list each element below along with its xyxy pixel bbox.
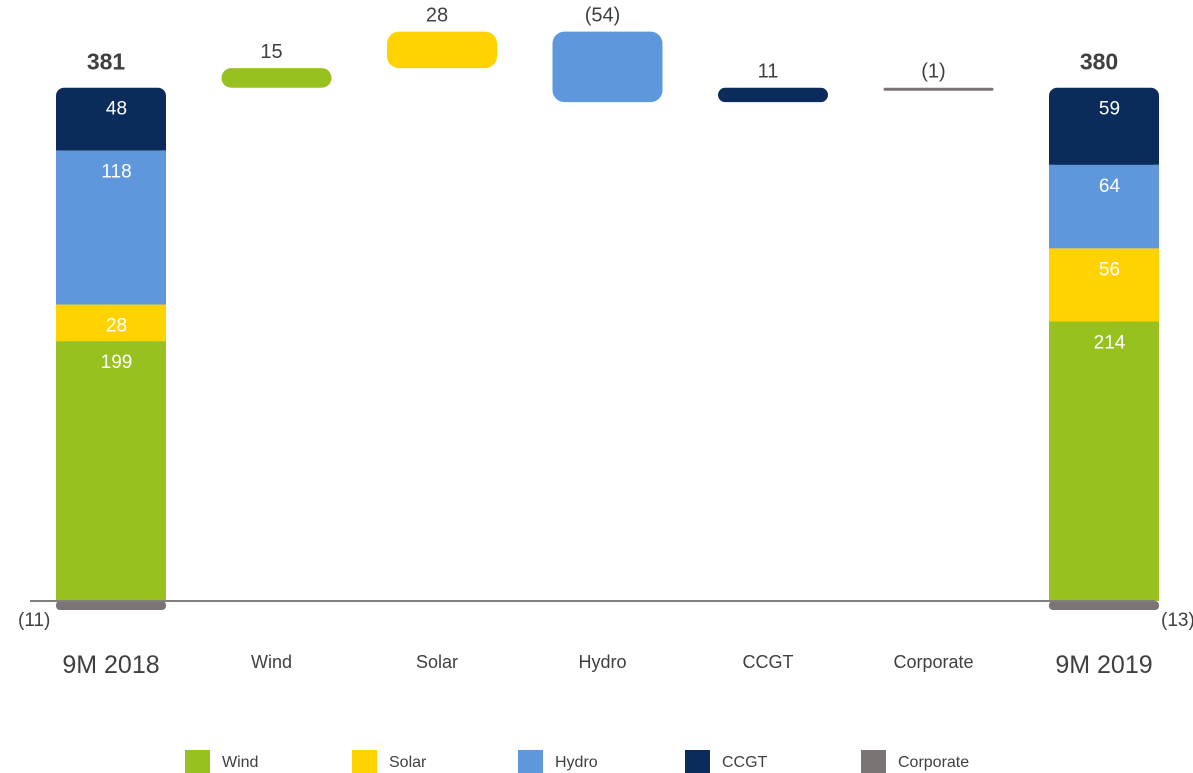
legend-label-hydro: Hydro bbox=[555, 754, 598, 771]
delta-label-wind: 15 bbox=[260, 41, 282, 63]
legend-swatch-solar bbox=[352, 750, 377, 773]
legend-label-wind: Wind bbox=[222, 754, 258, 771]
delta-label-ccgt: 11 bbox=[758, 61, 779, 83]
start-label-wind: 199 bbox=[101, 352, 133, 373]
end-label-solar: 56 bbox=[1099, 259, 1120, 280]
start-segment-ccgt-body bbox=[56, 97, 166, 151]
end-segment-solar bbox=[1049, 248, 1159, 322]
category-label-hydro: Hydro bbox=[578, 652, 626, 672]
legend-swatch-hydro bbox=[518, 750, 543, 773]
end-segment-wind bbox=[1049, 321, 1159, 601]
legend-label-ccgt: CCGT bbox=[722, 754, 768, 771]
end-total-label: 380 bbox=[1080, 49, 1118, 75]
end-segment-hydro bbox=[1049, 164, 1159, 249]
end-label-hydro: 64 bbox=[1099, 176, 1121, 197]
start-label-solar: 28 bbox=[106, 316, 127, 337]
end-label-wind: 214 bbox=[1094, 333, 1126, 354]
category-label-wind: Wind bbox=[251, 652, 292, 672]
category-label-ccgt: CCGT bbox=[743, 652, 794, 672]
end-label-ccgt: 59 bbox=[1099, 99, 1120, 120]
start-label-ccgt: 48 bbox=[106, 99, 127, 120]
start-total-label: 381 bbox=[87, 49, 126, 75]
start-segment-hydro bbox=[56, 150, 166, 305]
start-category-label: 9M 2018 bbox=[62, 651, 159, 679]
delta-bar-corporate bbox=[883, 87, 994, 91]
delta-label-hydro: (54) bbox=[585, 5, 621, 27]
start-segment-solar bbox=[56, 304, 166, 342]
end-segment-corporate bbox=[1049, 601, 1159, 610]
category-label-corporate: Corporate bbox=[893, 652, 973, 672]
delta-label-solar: 28 bbox=[426, 5, 448, 27]
end-label-corporate: (13) bbox=[1161, 610, 1193, 631]
category-label-solar: Solar bbox=[416, 652, 458, 672]
start-segment-corporate bbox=[56, 601, 166, 610]
end-segment-ccgt-body bbox=[1049, 97, 1159, 165]
legend-label-corporate: Corporate bbox=[898, 754, 969, 771]
delta-bar-hydro bbox=[552, 31, 663, 103]
delta-bar-solar bbox=[387, 31, 497, 69]
end-category-label: 9M 2019 bbox=[1055, 651, 1152, 679]
legend-label-solar: Solar bbox=[389, 754, 427, 771]
legend-swatch-wind bbox=[185, 750, 210, 773]
start-segment-wind bbox=[56, 341, 166, 601]
delta-bar-ccgt bbox=[718, 87, 828, 103]
delta-bar-wind bbox=[221, 68, 332, 88]
delta-label-corporate: (1) bbox=[921, 61, 945, 83]
legend-swatch-ccgt bbox=[685, 750, 710, 773]
start-label-corporate: (11) bbox=[18, 610, 50, 631]
legend-swatch-corporate bbox=[861, 750, 886, 773]
start-label-hydro: 118 bbox=[101, 161, 131, 182]
